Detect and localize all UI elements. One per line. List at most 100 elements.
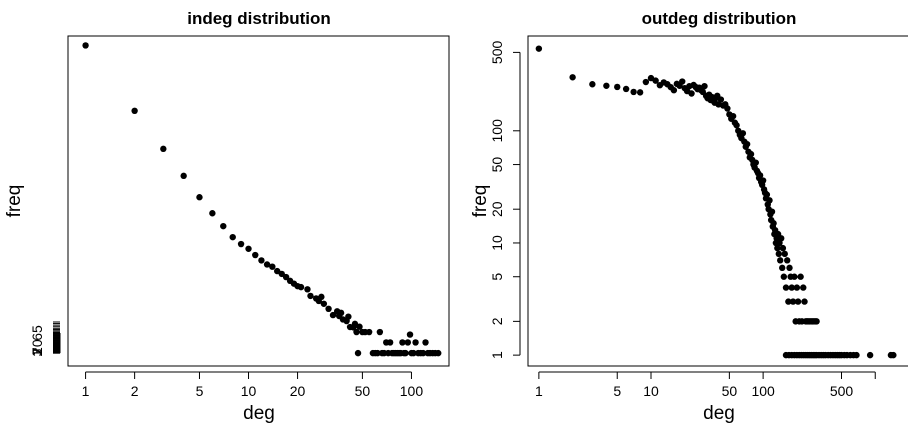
y-tick-label: 2 [489, 317, 505, 325]
data-point [160, 145, 167, 153]
chart-title: indeg distribution [187, 9, 331, 28]
data-point [630, 88, 637, 96]
data-point [729, 112, 737, 120]
data-point [325, 305, 332, 312]
data-point [788, 284, 795, 291]
data-point [196, 194, 203, 201]
data-point [404, 339, 412, 346]
y-tick-label: 65 [29, 325, 45, 341]
data-point [775, 250, 783, 258]
data-point [780, 273, 788, 280]
data-point [793, 284, 801, 291]
data-point [263, 261, 271, 268]
y-tick-label: 1 [489, 351, 505, 359]
data-point [786, 264, 793, 272]
data-point [784, 257, 791, 264]
y-tick-label: 7 [29, 347, 45, 355]
data-point [402, 349, 409, 357]
data-points [82, 42, 442, 357]
x-tick-label: 20 [290, 383, 306, 399]
data-point [770, 220, 777, 227]
data-point [329, 311, 337, 319]
data-point [365, 328, 373, 336]
data-point [353, 328, 360, 336]
data-point [853, 351, 860, 359]
data-point [778, 235, 785, 242]
data-point [733, 122, 740, 129]
x-tick-label: 10 [643, 383, 659, 399]
data-point [345, 313, 352, 320]
y-axis: 1 2 5 10 20 50 100 500 [489, 40, 521, 359]
indeg-chart: indeg distribution deg freq 1 2 5 10 20 50 100… [4, 9, 450, 424]
data-point [622, 85, 630, 93]
data-point [614, 83, 621, 91]
y-tick-label: 1 [29, 349, 45, 357]
data-point [435, 349, 442, 357]
x-tick-label: 2 [131, 383, 139, 399]
data-point [747, 150, 755, 158]
data-point [229, 233, 236, 241]
data-point [318, 293, 325, 301]
data-point [652, 77, 659, 84]
data-points [535, 45, 897, 359]
x-tick-label: 100 [400, 383, 424, 399]
data-point [406, 331, 414, 338]
data-point [789, 298, 797, 305]
data-point [636, 89, 644, 96]
data-point [813, 318, 820, 325]
plot-frame [67, 35, 450, 367]
x-tick-label: 1 [535, 383, 543, 399]
data-point [766, 197, 773, 204]
x-axis-label: deg [703, 403, 735, 424]
data-point [354, 349, 362, 357]
x-tick-label: 5 [613, 383, 621, 399]
x-axis: 1 2 5 10 20 50 100 [82, 371, 424, 399]
data-point [752, 159, 759, 166]
data-point [679, 78, 686, 85]
data-point [791, 273, 798, 280]
x-tick-label: 5 [196, 383, 204, 399]
data-point [794, 298, 802, 305]
data-point [376, 328, 384, 336]
data-point [724, 105, 731, 112]
data-point [670, 87, 678, 94]
data-point [209, 210, 216, 217]
data-point [866, 351, 874, 359]
data-point [399, 339, 406, 346]
data-point [688, 90, 695, 97]
data-point [801, 298, 808, 305]
data-point [356, 323, 363, 330]
data-point [252, 251, 259, 259]
data-point [237, 240, 245, 248]
data-point [779, 244, 787, 252]
data-point [797, 273, 804, 280]
data-point [410, 349, 417, 357]
data-point [756, 172, 764, 179]
data-point [245, 245, 252, 252]
data-point [422, 339, 429, 346]
data-point [412, 339, 419, 346]
y-tick-label: 5 [489, 273, 505, 281]
data-point [890, 351, 897, 359]
data-point [258, 257, 265, 264]
x-tick-label: 1 [82, 383, 90, 399]
data-point [535, 45, 543, 52]
data-point [386, 339, 394, 346]
y-tick-label: 3 [29, 348, 45, 356]
data-point [642, 78, 650, 86]
data-point [739, 130, 747, 137]
data-point [800, 284, 807, 291]
outdeg-chart: outdeg distribution deg freq 1 5 10 50 100 50… [470, 9, 908, 424]
data-point [180, 172, 187, 180]
y-axis-label: freq [470, 185, 491, 218]
data-point [774, 244, 781, 252]
data-point [589, 81, 596, 88]
x-tick-label: 50 [722, 383, 738, 399]
plot-frame [527, 35, 908, 367]
x-tick-label: 50 [355, 383, 371, 399]
data-point [763, 191, 771, 198]
data-point [759, 177, 767, 184]
data-point [717, 96, 725, 103]
data-point [297, 283, 305, 291]
